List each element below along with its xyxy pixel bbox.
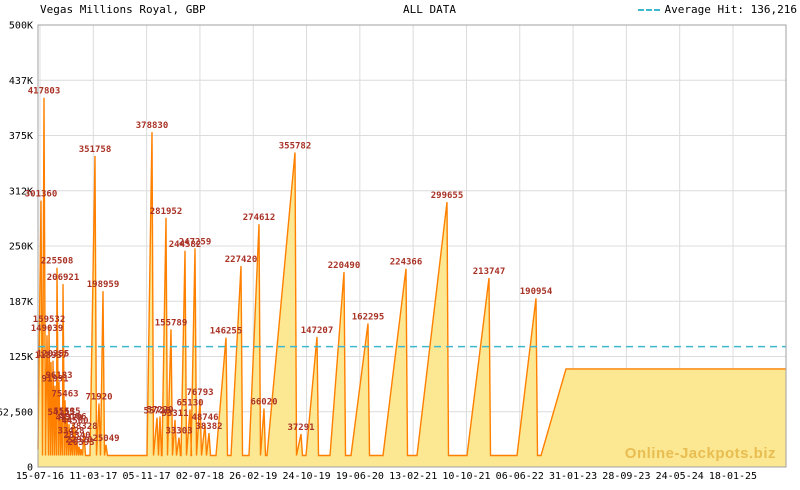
peak-value-label: 190954 bbox=[520, 287, 553, 297]
x-tick-label: 02-07-18 bbox=[176, 471, 224, 482]
peak-value-label: 146255 bbox=[210, 327, 243, 337]
peak-value-label: 66020 bbox=[250, 398, 277, 408]
peak-value-label: 76793 bbox=[186, 388, 213, 398]
peak-value-label: 55535 bbox=[53, 407, 80, 417]
x-tick-label: 06-06-22 bbox=[496, 471, 544, 482]
jackpot-area-fill bbox=[38, 97, 786, 467]
peak-value-label: 417803 bbox=[28, 87, 61, 97]
x-tick-label: 26-02-19 bbox=[229, 471, 277, 482]
y-tick-label: 0 bbox=[27, 463, 33, 474]
peak-value-label: 33303 bbox=[165, 427, 192, 437]
peak-value-label: 38382 bbox=[195, 422, 222, 432]
peak-value-label: 206921 bbox=[47, 273, 80, 283]
peak-value-label: 20393 bbox=[67, 438, 94, 448]
peak-value-label: 91991 bbox=[41, 375, 68, 385]
peak-value-label: 301360 bbox=[25, 190, 58, 200]
x-tick-label: 24-05-24 bbox=[656, 471, 704, 482]
peak-value-label: 244582 bbox=[169, 240, 202, 250]
peak-value-label: 25049 bbox=[92, 434, 119, 444]
y-tick-label: 437K bbox=[9, 76, 33, 87]
peak-value-label: 54155 bbox=[47, 408, 74, 418]
peak-value-label: 247259 bbox=[179, 237, 212, 247]
peak-value-label: 351758 bbox=[79, 145, 112, 155]
jackpot-line bbox=[37, 97, 786, 457]
x-tick-label: 11-03-17 bbox=[69, 471, 117, 482]
peak-value-label: 155789 bbox=[155, 318, 188, 328]
plot-border bbox=[37, 24, 787, 468]
watermark: Online-Jackpots.biz bbox=[624, 445, 776, 462]
peak-value-label: 48279 bbox=[55, 413, 82, 423]
average-hit-label: Average Hit: 136,216 bbox=[664, 3, 797, 16]
peak-value-label: 147207 bbox=[301, 326, 334, 336]
y-tick-label: 187K bbox=[9, 297, 33, 308]
peak-value-label: 213747 bbox=[473, 267, 506, 277]
y-tick-label: 375K bbox=[9, 131, 33, 142]
peak-value-label: 28340 bbox=[63, 431, 90, 441]
peak-value-label: 44500 bbox=[61, 417, 88, 427]
y-tick-label: 500K bbox=[9, 21, 33, 32]
peak-value-label: 55726 bbox=[143, 407, 170, 417]
y-tick-label: 62,500 bbox=[0, 407, 33, 418]
peak-value-label: 224366 bbox=[390, 258, 423, 268]
peak-value-label: 120355 bbox=[37, 350, 70, 360]
peak-value-label: 37291 bbox=[287, 423, 314, 433]
average-line-icon bbox=[637, 8, 660, 11]
peak-value-label: 162295 bbox=[352, 313, 385, 323]
peak-value-label: 38328 bbox=[70, 422, 97, 432]
x-tick-label: 13-02-21 bbox=[389, 471, 437, 482]
x-tick-label: 31-01-23 bbox=[549, 471, 597, 482]
chart-title: Vegas Millions Royal, GBP bbox=[40, 3, 206, 16]
peak-value-label: 57220 bbox=[146, 405, 173, 415]
peak-value-label: 220490 bbox=[328, 261, 361, 271]
peak-value-label: 96183 bbox=[45, 371, 72, 381]
y-tick-label: 312K bbox=[9, 186, 33, 197]
average-hit-legend: Average Hit: 136,216 bbox=[637, 3, 797, 16]
x-tick-label: 19-06-20 bbox=[336, 471, 384, 482]
peak-value-label: 149039 bbox=[31, 324, 64, 334]
peak-value-label: 299655 bbox=[431, 191, 464, 201]
peak-value-label: 71920 bbox=[85, 392, 112, 402]
peak-value-label: 274612 bbox=[243, 213, 276, 223]
peak-value-label: 65130 bbox=[176, 398, 203, 408]
peak-value-label: 198959 bbox=[87, 280, 120, 290]
peak-value-label: 225508 bbox=[41, 257, 74, 267]
peak-value-label: 118937 bbox=[35, 351, 68, 361]
peak-value-label: 378830 bbox=[136, 121, 169, 131]
x-tick-label: 18-01-25 bbox=[709, 471, 757, 482]
peak-value-label: 49106 bbox=[59, 413, 86, 423]
peak-value-label: 227420 bbox=[225, 255, 258, 265]
y-tick-label: 125K bbox=[9, 352, 33, 363]
x-tick-label: 24-10-19 bbox=[282, 471, 330, 482]
chart-subtitle: ALL DATA bbox=[403, 3, 456, 16]
peak-value-label: 159532 bbox=[33, 315, 66, 325]
peak-value-label: 22920 bbox=[65, 436, 92, 446]
peak-value-label: 75463 bbox=[51, 389, 78, 399]
peak-value-label: 355782 bbox=[279, 141, 312, 151]
x-tick-label: 28-09-23 bbox=[602, 471, 650, 482]
x-tick-label: 10-10-21 bbox=[442, 471, 490, 482]
y-tick-label: 250K bbox=[9, 242, 33, 253]
x-tick-label: 15-07-16 bbox=[16, 471, 64, 482]
peak-value-label: 48746 bbox=[191, 413, 218, 423]
peak-value-label: 53311 bbox=[161, 409, 188, 419]
peak-value-label: 33428 bbox=[57, 426, 84, 436]
peak-value-label: 281952 bbox=[150, 207, 183, 217]
x-tick-label: 05-11-17 bbox=[123, 471, 171, 482]
